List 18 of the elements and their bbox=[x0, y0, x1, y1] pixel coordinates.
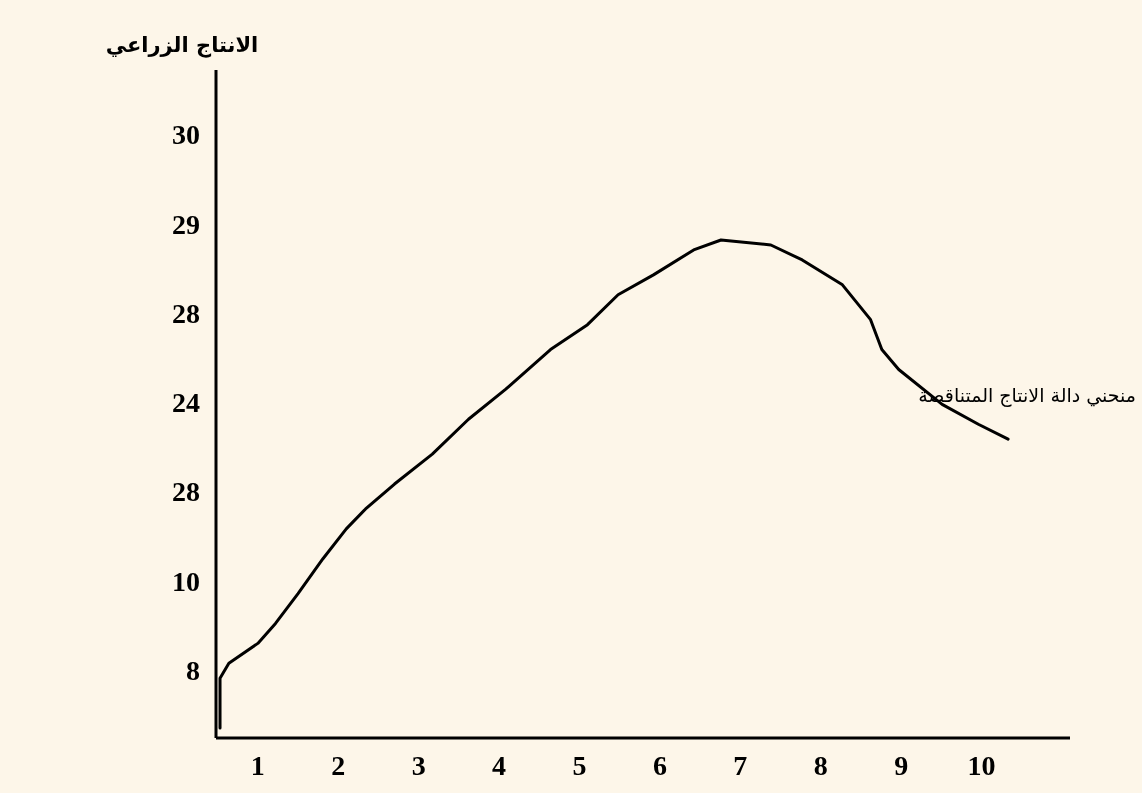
x-tick-label: 1 bbox=[250, 750, 265, 781]
x-tick-label: 3 bbox=[411, 750, 426, 781]
text: 28 bbox=[172, 297, 200, 329]
x-tick-label: 5 bbox=[572, 750, 587, 781]
text: 29 bbox=[172, 208, 200, 240]
x-tick-label: 4 bbox=[492, 750, 507, 781]
x-tick-label: 10 bbox=[967, 750, 996, 781]
text: 30 bbox=[172, 119, 200, 151]
text: 24 bbox=[172, 387, 200, 419]
x-tick-label: 2 bbox=[331, 750, 346, 781]
x-tick-label: 7 bbox=[733, 750, 748, 781]
text: 8 bbox=[186, 655, 200, 686]
text: 28 bbox=[172, 476, 200, 508]
text: 10 bbox=[172, 565, 200, 597]
x-tick-label: 9 bbox=[894, 750, 909, 781]
x-tick-label: 8 bbox=[813, 750, 828, 781]
x-tick-label: 6 bbox=[652, 750, 667, 781]
text: الانتاج الزراعي bbox=[105, 33, 259, 58]
